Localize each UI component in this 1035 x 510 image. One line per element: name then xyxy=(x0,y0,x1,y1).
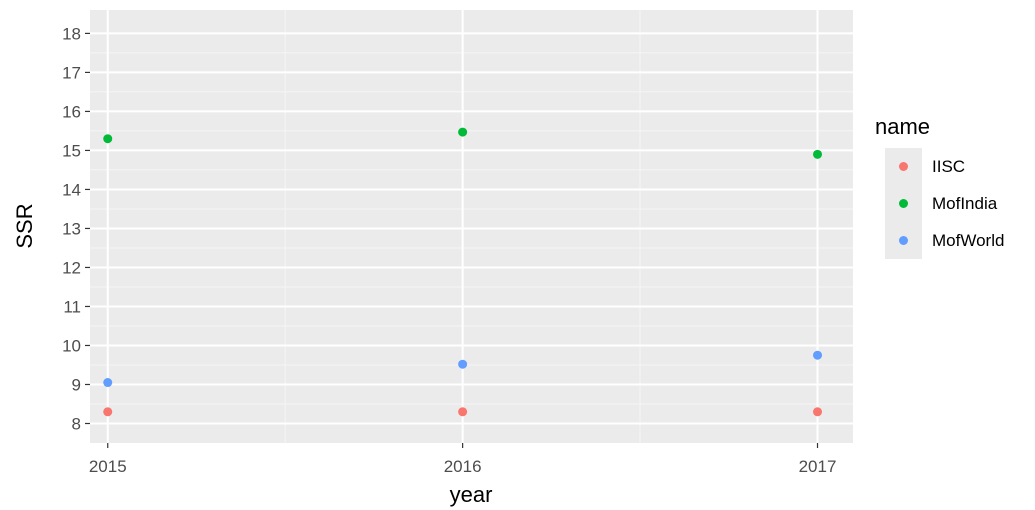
y-tick-label: 13 xyxy=(62,219,81,238)
grid-lines xyxy=(90,10,853,443)
legend-label-mofindia: MofIndia xyxy=(932,194,998,213)
y-tick-label: 15 xyxy=(62,141,81,160)
legend: name IISC MofIndia MofWorld xyxy=(875,114,1004,259)
point-mofworld xyxy=(458,359,468,369)
point-iisc xyxy=(103,407,113,417)
x-axis: 2015 2016 2017 xyxy=(89,443,837,476)
y-tick-label: 10 xyxy=(62,336,81,355)
y-tick-label: 14 xyxy=(62,180,81,199)
legend-label-mofworld: MofWorld xyxy=(932,231,1004,250)
y-tick-label: 8 xyxy=(72,414,81,433)
point-mofindia xyxy=(103,134,113,144)
y-tick-label: 17 xyxy=(62,63,81,82)
point-iisc xyxy=(458,407,468,417)
y-tick-label: 16 xyxy=(62,102,81,121)
y-tick-label: 9 xyxy=(72,375,81,394)
point-mofindia xyxy=(813,149,823,159)
x-tick-label: 2016 xyxy=(444,457,482,476)
y-tick-label: 11 xyxy=(63,297,81,316)
point-mofindia xyxy=(458,127,468,137)
data-points xyxy=(103,127,823,417)
point-mofworld xyxy=(103,378,113,388)
y-axis: 8 9 10 11 12 13 14 15 16 17 18 xyxy=(62,24,90,433)
x-axis-title: year xyxy=(450,482,493,507)
legend-label-iisc: IISC xyxy=(932,157,965,176)
legend-key-point xyxy=(899,162,908,171)
legend-key-point xyxy=(899,236,908,245)
y-axis-title: SSR xyxy=(12,203,37,248)
point-mofworld xyxy=(813,350,823,360)
point-iisc xyxy=(813,407,823,417)
x-tick-label: 2017 xyxy=(799,457,837,476)
y-tick-label: 18 xyxy=(62,24,81,43)
y-tick-label: 12 xyxy=(62,258,81,277)
legend-title: name xyxy=(875,114,930,139)
legend-key-point xyxy=(899,199,908,208)
plot-panel xyxy=(90,10,853,443)
x-tick-label: 2015 xyxy=(89,457,127,476)
